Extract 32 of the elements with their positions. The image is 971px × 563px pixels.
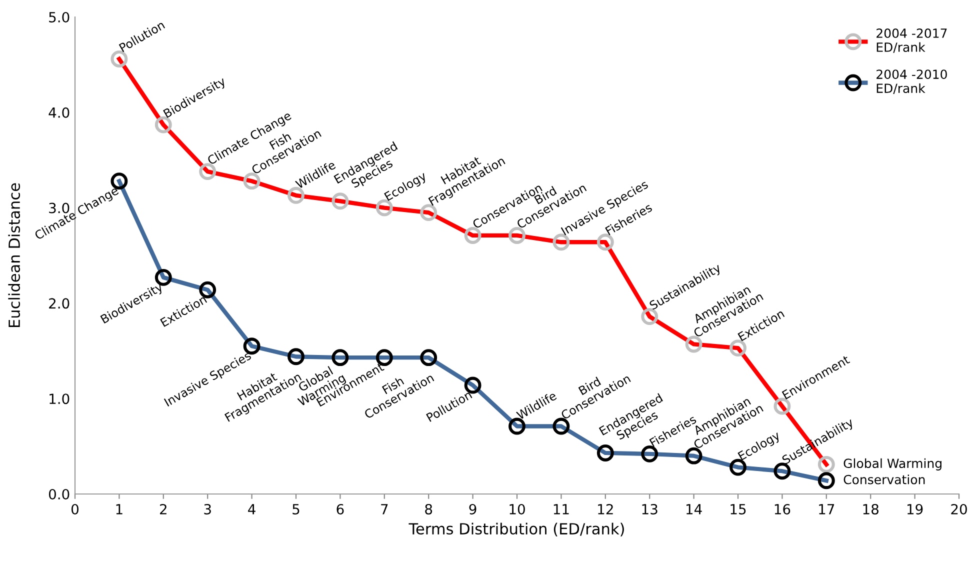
x-tick-label: 14	[686, 504, 702, 514]
y-tick-label: 2.0	[49, 298, 70, 309]
x-tick-label: 6	[336, 504, 344, 514]
annotation: Conservation	[844, 474, 925, 484]
x-tick-label: 13	[642, 504, 658, 514]
x-tick-label: 7	[381, 504, 388, 514]
y-tick-label: 1.0	[50, 394, 70, 404]
x-tick-label: 11	[554, 504, 569, 514]
legend-label: 2004 -2017 ED/rank	[876, 28, 947, 53]
x-tick-label: 8	[425, 504, 432, 514]
x-tick-label: 19	[907, 504, 923, 514]
legend-label: 2004 -2010 ED/rank	[876, 70, 947, 94]
x-tick-label: 2	[160, 504, 166, 514]
y-tick-label: 4.0	[48, 107, 70, 118]
x-tick-label: 18	[863, 504, 878, 514]
x-tick-label: 4	[248, 504, 256, 514]
x-tick-label: 15	[730, 504, 746, 514]
x-tick-label: 17	[819, 504, 834, 514]
x-tick-label: 3	[204, 504, 211, 514]
x-tick-label: 20	[951, 504, 967, 514]
y-tick-label: 5.0	[49, 12, 70, 22]
x-tick-label: 9	[469, 504, 476, 514]
y-tick-label: 0.0	[48, 488, 70, 500]
x-axis-title: Terms Distribution (ED/rank)	[408, 522, 624, 536]
x-tick-label: 10	[510, 504, 525, 514]
x-tick-label: 0	[71, 504, 78, 514]
x-tick-label: 16	[774, 504, 790, 514]
x-tick-label: 1	[116, 504, 122, 514]
y-tick-label: 3.0	[49, 202, 70, 214]
x-tick-label: 5	[292, 504, 300, 514]
x-tick-label: 12	[598, 504, 613, 514]
y-axis-title: Euclidean Distance	[8, 183, 20, 328]
